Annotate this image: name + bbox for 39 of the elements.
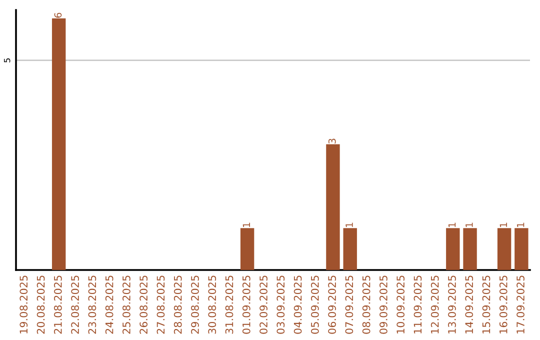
x-tick-label: 14.09.2025 bbox=[465, 276, 474, 334]
x-tick-label: 11.09.2025 bbox=[414, 276, 422, 334]
data-label: 6 bbox=[54, 12, 62, 18]
x-tick-label: 02.09.2025 bbox=[260, 276, 268, 334]
x-tick-label: 13.09.2025 bbox=[448, 276, 456, 334]
x-tick-label: 09.09.2025 bbox=[380, 276, 388, 334]
data-label: 1 bbox=[500, 222, 507, 227]
x-tick-label: 07.09.2025 bbox=[345, 276, 354, 334]
x-tick-label: 28.08.2025 bbox=[174, 276, 182, 334]
x-tick-label: 31.08.2025 bbox=[225, 276, 234, 334]
x-tick-label: 22.08.2025 bbox=[71, 276, 79, 334]
y-tick-label: 5 bbox=[4, 58, 10, 62]
data-label: 1 bbox=[448, 222, 456, 227]
x-tick-label: 10.09.2025 bbox=[396, 276, 405, 334]
x-tick-label: 19.08.2025 bbox=[20, 276, 28, 334]
x-tick-label: 01.09.2025 bbox=[242, 276, 250, 334]
x-tick-label: 20.08.2025 bbox=[36, 276, 45, 334]
x-tick-label: 15.09.2025 bbox=[482, 276, 490, 334]
data-label: 1 bbox=[346, 222, 353, 227]
x-tick-label: 21.08.2025 bbox=[54, 276, 62, 334]
x-tick-label: 27.08.2025 bbox=[156, 276, 165, 334]
x-tick-label: 17.09.2025 bbox=[516, 276, 524, 334]
x-tick-label: 30.08.2025 bbox=[208, 276, 216, 334]
x-tick-label: 16.09.2025 bbox=[499, 276, 508, 334]
x-tick-label: 25.08.2025 bbox=[122, 276, 130, 334]
x-tick-label: 03.09.2025 bbox=[276, 276, 285, 334]
x-tick-label: 04.09.2025 bbox=[294, 276, 302, 334]
data-label: 1 bbox=[466, 222, 473, 227]
x-tick-label: 23.08.2025 bbox=[88, 276, 96, 334]
data-label: 3 bbox=[328, 138, 336, 144]
data-label: 1 bbox=[242, 222, 250, 227]
x-tick-label: 12.09.2025 bbox=[430, 276, 439, 334]
x-tick-label: 06.09.2025 bbox=[328, 276, 336, 334]
x-tick-label: 29.08.2025 bbox=[191, 276, 199, 334]
x-tick-label: 05.09.2025 bbox=[310, 276, 319, 334]
x-tick-label: 24.08.2025 bbox=[105, 276, 114, 334]
x-tick-label: 08.09.2025 bbox=[362, 276, 370, 334]
data-label: 1 bbox=[517, 222, 524, 227]
x-tick-label: 26.08.2025 bbox=[140, 276, 148, 334]
